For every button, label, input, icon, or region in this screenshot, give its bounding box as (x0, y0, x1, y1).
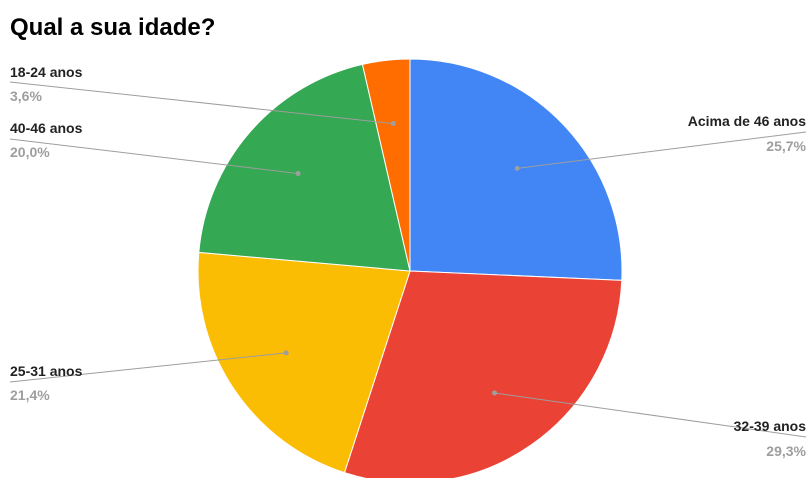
leader-line (9, 352, 287, 383)
slice-value-label: 29,3% (766, 443, 806, 459)
pie-slices (197, 58, 623, 478)
slice-label: 18-24 anos (10, 64, 83, 80)
slice-value-label: 3,6% (10, 88, 42, 104)
leader-line (9, 138, 299, 175)
slice-value-label: 21,4% (10, 387, 50, 403)
pie-slice (343, 270, 623, 478)
leader-line (494, 392, 807, 438)
slice-label: 32-39 anos (734, 418, 807, 434)
leader-line (9, 81, 394, 125)
pie-slice (198, 63, 411, 272)
label-leaders (9, 81, 807, 438)
leader-line (517, 131, 807, 169)
pie-slice (197, 251, 411, 474)
slice-label: 25-31 anos (10, 363, 83, 379)
slice-value-label: 20,0% (10, 144, 50, 160)
slice-value-label: 25,7% (766, 138, 806, 154)
slice-labels: Acima de 46 anos 25,7% 32-39 anos 29,3% 25-3… (10, 64, 807, 459)
pie-slice (361, 58, 411, 272)
slice-label: Acima de 46 anos (688, 113, 806, 129)
slice-label: 40-46 anos (10, 120, 83, 136)
chart-title: Qual a sua idade? (10, 14, 216, 41)
